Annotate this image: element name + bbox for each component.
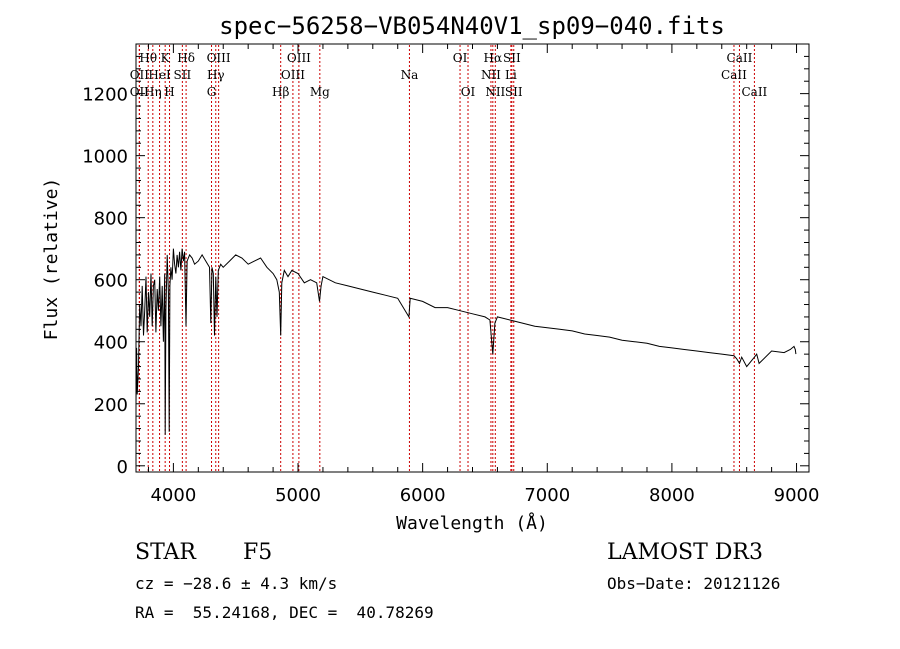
line-label: SII bbox=[505, 85, 523, 99]
chart-title: spec−56258−VB054N40V1_sp09−040.fits bbox=[219, 12, 725, 40]
x-tick-label: 5000 bbox=[275, 485, 321, 506]
y-tick-label: 800 bbox=[94, 209, 128, 230]
x-tick-label: 6000 bbox=[400, 485, 446, 506]
line-label: NII bbox=[481, 68, 501, 82]
line-label: CaII bbox=[741, 85, 767, 99]
y-tick-label: 0 bbox=[117, 457, 128, 478]
x-tick-label: 9000 bbox=[774, 485, 820, 506]
line-label: SII bbox=[174, 68, 192, 82]
line-label: OIII bbox=[287, 51, 311, 65]
line-markers bbox=[138, 45, 755, 471]
line-label: SII bbox=[503, 51, 521, 65]
line-label: OII bbox=[130, 85, 150, 99]
line-label: CaII bbox=[727, 51, 753, 65]
line-label: OII bbox=[130, 68, 150, 82]
line-label: CaII bbox=[721, 68, 747, 82]
redshift-cz: cz = −28.6 ± 4.3 km/s bbox=[135, 574, 338, 593]
line-label: NII bbox=[485, 85, 505, 99]
x-tick-label: 7000 bbox=[524, 485, 570, 506]
y-axis-ticks: 0 200 400 600 800 1000 1200 bbox=[82, 55, 809, 478]
line-label: Hδ bbox=[177, 51, 195, 65]
line-label: Hη bbox=[144, 85, 162, 99]
line-label: Li bbox=[505, 68, 517, 82]
y-tick-label: 200 bbox=[94, 395, 128, 416]
line-label: Hθ bbox=[139, 51, 157, 65]
line-label: Hβ bbox=[272, 85, 289, 99]
x-tick-label: 4000 bbox=[150, 485, 196, 506]
object-class: STAR bbox=[135, 540, 196, 565]
line-label: HeI bbox=[148, 68, 171, 82]
x-axis-label: Wavelength (Å) bbox=[396, 512, 548, 534]
obs-date: Obs−Date: 20121126 bbox=[607, 574, 781, 593]
x-axis-ticks: 4000 5000 6000 7000 8000 9000 bbox=[147, 44, 820, 506]
spectrum-series bbox=[135, 248, 797, 435]
line-label: H bbox=[164, 85, 174, 99]
y-tick-label: 600 bbox=[94, 271, 128, 292]
y-tick-label: 1000 bbox=[82, 147, 128, 168]
coordinates: RA = 55.24168, DEC = 40.78269 bbox=[135, 603, 434, 622]
plot-frame bbox=[135, 43, 810, 473]
x-tick-label: 8000 bbox=[649, 485, 695, 506]
y-tick-label: 400 bbox=[94, 333, 128, 354]
line-label: OI bbox=[461, 85, 476, 99]
line-label: Hγ bbox=[207, 68, 225, 82]
spectrum-line bbox=[135, 248, 797, 435]
subclass: F5 bbox=[243, 540, 273, 565]
line-label: Na bbox=[401, 68, 419, 82]
line-label: Hα bbox=[484, 51, 503, 65]
line-label: Mg bbox=[310, 85, 330, 99]
survey-name: LAMOST DR3 bbox=[607, 540, 763, 565]
line-label: OIII bbox=[281, 68, 305, 82]
y-axis-label: Flux (relative) bbox=[41, 178, 62, 341]
line-label: OIII bbox=[207, 51, 231, 65]
line-label: G bbox=[207, 85, 217, 99]
y-tick-label: 1200 bbox=[82, 85, 128, 106]
line-label: K bbox=[161, 51, 171, 65]
line-label: OI bbox=[453, 51, 468, 65]
